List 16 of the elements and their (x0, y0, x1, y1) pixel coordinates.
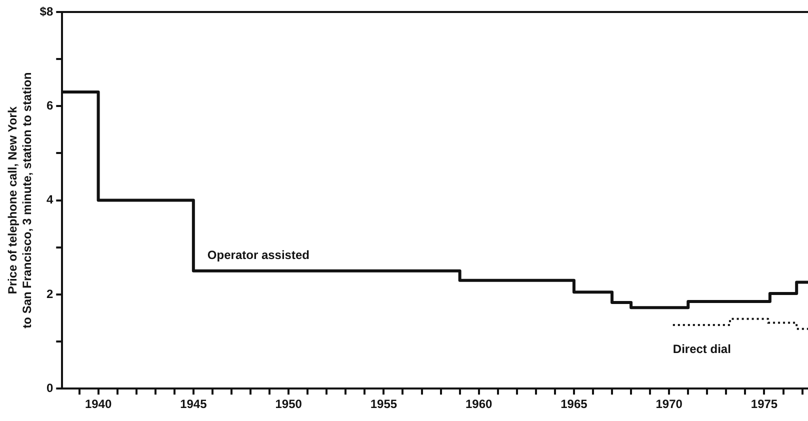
series-label: Operator assisted (207, 248, 310, 262)
y-axis-title: Price of telephone call, New York to San Francisco, 3 minute, station to station (6, 72, 34, 328)
y-tick-label: 6 (46, 98, 54, 112)
x-tick-label: 1965 (560, 397, 588, 412)
x-tick-label: 1940 (84, 397, 112, 412)
series-label: Direct dial (672, 342, 731, 356)
x-tick-label: 1960 (465, 397, 493, 412)
y-tick-label: $8 (40, 4, 54, 18)
x-tick-label: 1975 (750, 397, 778, 412)
y-tick-label: 0 (46, 380, 54, 395)
x-tick-label: 1970 (656, 397, 683, 412)
y-tick-label: 4 (46, 192, 54, 207)
x-tick-label: 1950 (275, 397, 302, 412)
x-tick-label: 1945 (180, 397, 208, 412)
x-tick-label: 1955 (370, 397, 398, 412)
y-tick-label: 2 (46, 286, 54, 301)
